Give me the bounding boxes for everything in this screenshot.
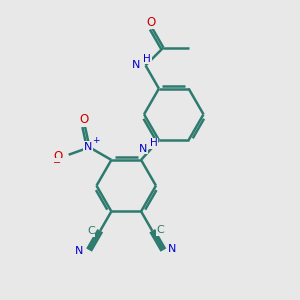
Text: H: H xyxy=(150,139,158,148)
Text: N: N xyxy=(168,244,176,254)
Text: C: C xyxy=(87,226,95,236)
Text: O: O xyxy=(53,150,62,163)
Text: −: − xyxy=(53,158,62,168)
Text: N: N xyxy=(139,143,148,154)
Text: C: C xyxy=(157,225,164,235)
Text: N: N xyxy=(84,142,92,152)
Text: H: H xyxy=(143,54,151,64)
Text: N: N xyxy=(75,246,84,256)
Text: O: O xyxy=(79,113,88,127)
Text: N: N xyxy=(132,60,140,70)
Text: O: O xyxy=(146,16,155,29)
Text: +: + xyxy=(92,136,100,145)
